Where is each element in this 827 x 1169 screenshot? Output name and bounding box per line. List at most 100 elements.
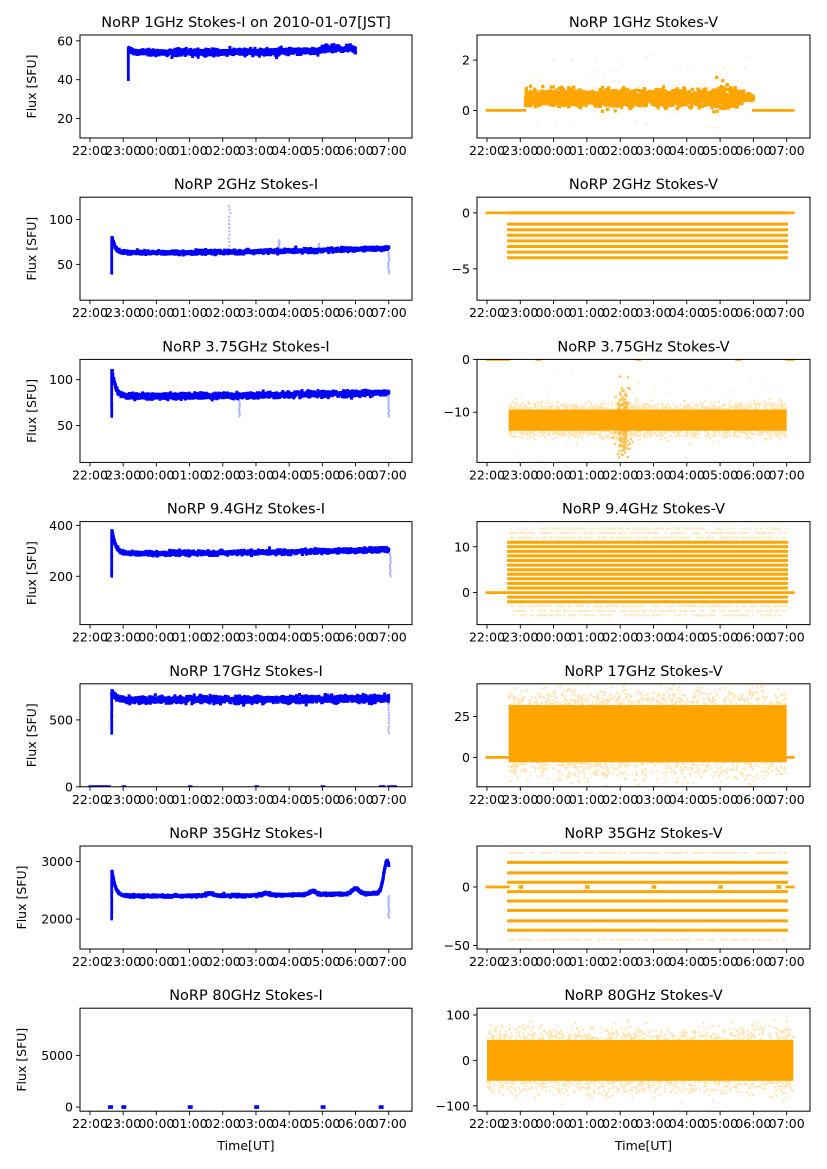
data-points: [126, 546, 391, 558]
y-axis-label: Flux [SFU]: [24, 703, 39, 767]
x-tick-label: 03:00: [635, 467, 671, 482]
x-tick-label: 04:00: [669, 792, 705, 807]
x-tick-label: 05:00: [702, 1116, 738, 1131]
plot-area: [110, 205, 391, 275]
x-tick-label: 00:00: [138, 143, 174, 158]
data-points: [508, 852, 787, 941]
x-tick-label: 22:00: [469, 630, 505, 645]
data-points: [485, 359, 795, 361]
subplot-0: NoRP 1GHz Stokes-I on 2010-01-07[JST] Flu…: [24, 15, 413, 158]
x-tick-label: 04:00: [271, 305, 307, 320]
data-points: [110, 369, 131, 400]
y-axis-label: Flux [SFU]: [24, 379, 39, 443]
data-points: [108, 1105, 384, 1109]
x-tick-label: 00:00: [138, 467, 174, 482]
x-tick-label: 00:00: [536, 467, 572, 482]
x-tick-label: 02:00: [602, 467, 638, 482]
y-tick-label: 2000: [41, 912, 73, 927]
x-tick-label: 22:00: [72, 792, 108, 807]
x-tick-label: 00:00: [138, 1116, 174, 1131]
x-tick-label: 05:00: [304, 305, 340, 320]
x-tick-label: 07:00: [371, 143, 407, 158]
x-tick-label: 04:00: [271, 1116, 307, 1131]
subplot-title: NoRP 80GHz Stokes-V: [564, 988, 722, 1004]
plot-area: [108, 1105, 384, 1109]
axes-frame: [476, 521, 811, 626]
data-band: [508, 409, 787, 431]
x-tick-label: 06:00: [338, 467, 374, 482]
x-tick-label: 07:00: [769, 1116, 805, 1131]
x-tick-label: 22:00: [72, 1116, 108, 1131]
data-points: [612, 375, 634, 459]
x-tick-label: 03:00: [635, 305, 671, 320]
x-tick-label: 07:00: [769, 143, 805, 158]
subplot-6: NoRP 9.4GHz Stokes-I Flux [SFU] 22:0023:00…: [24, 502, 413, 645]
x-tick-label: 05:00: [702, 630, 738, 645]
x-tick-label: 00:00: [138, 954, 174, 969]
subplot-11: NoRP 35GHz Stokes-V22:0023:0000:0001:000…: [444, 826, 811, 969]
x-tick-label: 02:00: [205, 143, 241, 158]
data-points: [110, 236, 131, 256]
y-tick-label: 0: [462, 879, 470, 894]
x-tick-label: 02:00: [602, 1116, 638, 1131]
x-tick-label: 03:00: [238, 1116, 274, 1131]
x-tick-label: 23:00: [105, 1116, 141, 1131]
data-points: [126, 858, 391, 900]
axes-frame: [476, 34, 811, 139]
x-tick-label: 03:00: [635, 792, 671, 807]
data-points: [507, 540, 788, 604]
data-points: [110, 869, 131, 899]
y-tick-label: 60: [57, 33, 73, 48]
data-band: [486, 1039, 794, 1081]
data-points: [485, 109, 795, 112]
plot-area: [485, 852, 795, 941]
plot-area: [110, 369, 391, 418]
plot-area: [485, 211, 795, 260]
x-tick-label: 07:00: [371, 954, 407, 969]
y-tick-label: 0: [462, 352, 470, 367]
x-tick-label: 04:00: [271, 792, 307, 807]
plot-area: [485, 359, 795, 460]
subplot-title: NoRP 9.4GHz Stokes-I: [167, 502, 325, 518]
x-tick-label: 23:00: [105, 467, 141, 482]
x-tick-label: 04:00: [271, 143, 307, 158]
x-tick-label: 06:00: [338, 305, 374, 320]
plot-area: [88, 689, 397, 787]
x-tick-label: 06:00: [338, 792, 374, 807]
x-tick-label: 02:00: [602, 792, 638, 807]
data-points: [227, 205, 391, 275]
x-tick-label: 06:00: [338, 954, 374, 969]
subplot-title: NoRP 80GHz Stokes-I: [169, 988, 323, 1004]
subplot-7: NoRP 9.4GHz Stokes-V 22:0023:0000:0001:00…: [454, 502, 811, 645]
x-tick-label: 01:00: [569, 1116, 605, 1131]
data-points: [387, 698, 391, 735]
axes-frame: [476, 1007, 811, 1112]
x-tick-label: 23:00: [502, 305, 538, 320]
data-points: [110, 870, 114, 921]
data-points: [508, 398, 788, 445]
data-points: [126, 245, 391, 257]
x-tick-label: 03:00: [238, 630, 274, 645]
subplot-title: NoRP 17GHz Stokes-V: [564, 664, 722, 680]
x-tick-label: 07:00: [371, 467, 407, 482]
data-points: [126, 388, 391, 402]
subplot-title: NoRP 3.75GHz Stokes-I: [162, 339, 329, 355]
x-tick-label: 04:00: [669, 630, 705, 645]
x-tick-label: 07:00: [769, 305, 805, 320]
x-tick-label: 03:00: [238, 954, 274, 969]
data-points: [485, 885, 795, 889]
y-axis-label: Flux [SFU]: [24, 541, 39, 605]
x-tick-label: 05:00: [304, 1116, 340, 1131]
x-tick-label: 22:00: [72, 467, 108, 482]
x-tick-label: 22:00: [72, 143, 108, 158]
y-tick-label: 25: [454, 709, 470, 724]
x-tick-label: 22:00: [469, 143, 505, 158]
data-band: [508, 705, 787, 763]
subplot-title: NoRP 2GHz Stokes-I: [174, 177, 318, 193]
x-tick-label: 07:00: [371, 792, 407, 807]
x-tick-label: 01:00: [569, 143, 605, 158]
data-points: [126, 692, 391, 707]
y-tick-label: −50: [444, 938, 470, 953]
y-tick-label: 200: [49, 569, 73, 584]
